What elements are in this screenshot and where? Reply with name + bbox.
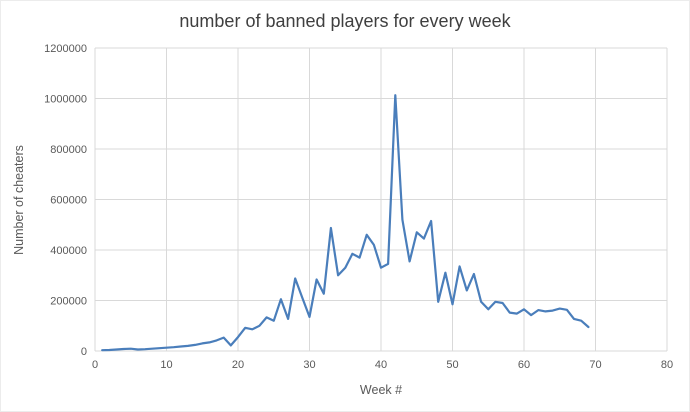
x-tick-label: 40: [375, 359, 387, 371]
x-tick-label: 50: [446, 359, 458, 371]
chart-title: number of banned players for every week: [179, 11, 511, 31]
x-tick-label: 20: [232, 359, 244, 371]
y-tick-label: 0: [81, 346, 87, 358]
x-tick-label: 70: [589, 359, 601, 371]
x-tick-label: 30: [303, 359, 315, 371]
y-tick-label: 1200000: [44, 43, 87, 55]
x-tick-label: 0: [92, 359, 98, 371]
y-tick-label: 600000: [50, 195, 87, 207]
y-tick-label: 200000: [50, 296, 87, 308]
x-tick-label: 60: [518, 359, 530, 371]
y-tick-label: 1000000: [44, 94, 87, 106]
x-tick-label: 10: [160, 359, 172, 371]
y-axis-title: Number of cheaters: [12, 145, 26, 255]
data-series-line: [101, 94, 590, 352]
x-axis-title: Week #: [359, 383, 403, 397]
y-tick-label: 800000: [50, 144, 87, 156]
y-tick-label: 400000: [50, 245, 87, 257]
x-tick-label: 80: [661, 359, 673, 371]
